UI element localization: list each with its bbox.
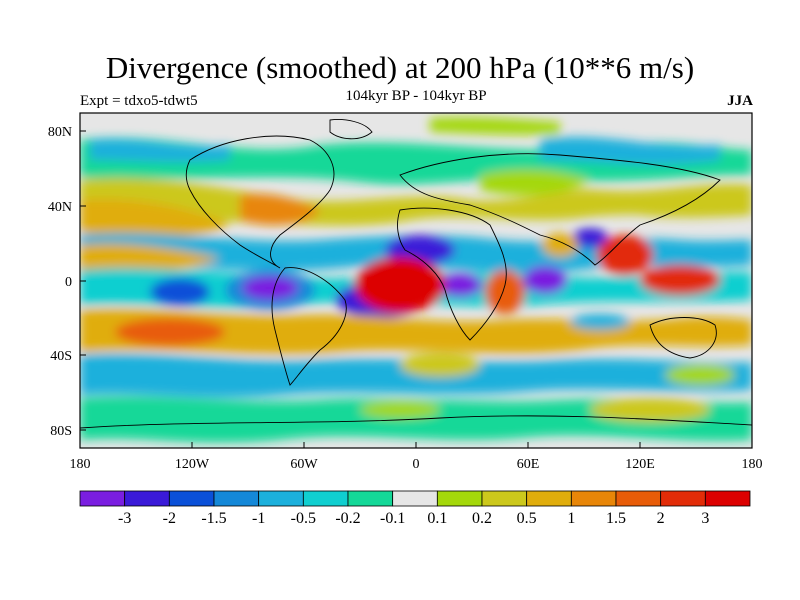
field-divergence-south-pacific	[115, 318, 225, 346]
colorbar-swatch	[570, 490, 617, 507]
field-hawaii-high	[80, 243, 220, 273]
coastlines	[80, 119, 752, 429]
field-weddell-high	[360, 402, 440, 418]
colorbar-label: 1	[567, 510, 575, 527]
field-siberia-low	[540, 137, 720, 165]
coast-eurasia	[399, 153, 721, 266]
lat-axis: 80N 40N 0 40S 80S	[48, 125, 86, 439]
colorbar-swatch	[526, 490, 572, 507]
colorbar-swatch	[615, 490, 662, 507]
plot-title: Divergence (smoothed) at 200 hPa (10**6 …	[105, 50, 695, 85]
lon-tick-120w: 120W	[175, 457, 210, 472]
lat-tick-80s: 80S	[50, 424, 72, 439]
field-divergence-arabia	[542, 233, 578, 257]
colorbar-label: 0.2	[472, 510, 492, 527]
colorbar-swatch	[481, 490, 528, 507]
colorbar-swatch	[124, 490, 170, 507]
field-convergence-central-africa	[438, 273, 482, 297]
field-arctic-high	[430, 117, 560, 135]
lon-tick-180e: 180	[742, 457, 763, 472]
season-label: JJA	[727, 93, 753, 109]
colorbar-label: 0.1	[427, 510, 447, 527]
field-divergence-south-asia	[597, 235, 653, 275]
field-north-america-high	[240, 193, 320, 226]
field-divergence-east-africa	[485, 270, 525, 314]
colorbar-label: 3	[701, 510, 709, 527]
colorbar-swatch	[79, 490, 126, 507]
colorbar-swatch	[168, 490, 215, 507]
lon-tick-180w: 180	[70, 457, 91, 472]
colorbar-label: -0.5	[291, 510, 316, 527]
lat-tick-40s: 40S	[50, 349, 72, 364]
coast-north-america	[185, 135, 335, 269]
coast-australia	[649, 317, 717, 359]
field-convergence-south-america-core	[242, 276, 298, 300]
lon-tick-60w: 60W	[290, 457, 318, 472]
colorbar-label: -1.5	[201, 510, 226, 527]
colorbar-swatch	[258, 490, 304, 507]
coast-south-america	[271, 267, 347, 386]
period-label: 104kyr BP - 104kyr BP	[345, 88, 487, 104]
colorbar-swatch	[302, 490, 349, 507]
field-eurasia-high	[480, 169, 590, 196]
colorbar-label: 2	[657, 510, 665, 527]
colorbar-label: -1	[252, 510, 265, 527]
field-south-indian-low	[570, 314, 630, 330]
lon-tick-60e: 60E	[517, 457, 540, 472]
experiment-label: Expt = tdxo5-tdwt5	[80, 93, 198, 109]
colorbar-swatch	[213, 490, 260, 507]
coast-antarctica	[80, 415, 752, 429]
colorbar-label: -2	[163, 510, 176, 527]
field-south-midlat-band	[80, 353, 752, 398]
lat-tick-80n: 80N	[48, 125, 72, 140]
field-convergence-pacific	[150, 278, 210, 306]
divergence-field	[80, 113, 752, 448]
colorbar-label: -3	[118, 510, 131, 527]
coast-africa	[397, 207, 507, 341]
field-convergence-bay-of-bengal	[572, 228, 608, 248]
field-north-pacific-high	[80, 199, 230, 238]
field-north-pacific-east	[620, 189, 752, 218]
field-south-atlantic-high	[400, 353, 480, 377]
colorbar-swatch	[392, 490, 438, 507]
field-antarctic-high	[590, 398, 710, 422]
colorbar-label: -0.1	[380, 510, 405, 527]
lon-tick-0: 0	[413, 457, 420, 472]
lat-tick-0: 0	[65, 275, 72, 290]
field-tasman-high	[665, 365, 735, 385]
colorbar-swatch	[436, 490, 483, 507]
coast-greenland	[329, 119, 373, 140]
colorbar-label: 1.5	[606, 510, 626, 527]
colorbar-swatch	[704, 490, 751, 507]
colorbar: -3 -2 -1.5 -1 -0.5 -0.2 -0.1 0.1 0.2 0.5 1 1.5 2 3	[79, 490, 751, 527]
field-divergence-maritime-continent	[640, 265, 720, 295]
colorbar-label: 0.5	[517, 510, 537, 527]
lat-tick-40n: 40N	[48, 200, 72, 215]
lon-axis: 180 120W 60W 0 60E 120E 180	[70, 442, 763, 472]
colorbar-swatch	[347, 490, 394, 507]
colorbar-label: -0.2	[335, 510, 360, 527]
field-convergence-indian-ocean	[523, 266, 567, 294]
field-divergence-tropical-atlantic	[355, 257, 445, 313]
lon-tick-120e: 120E	[625, 457, 655, 472]
colorbar-swatch	[660, 490, 706, 507]
